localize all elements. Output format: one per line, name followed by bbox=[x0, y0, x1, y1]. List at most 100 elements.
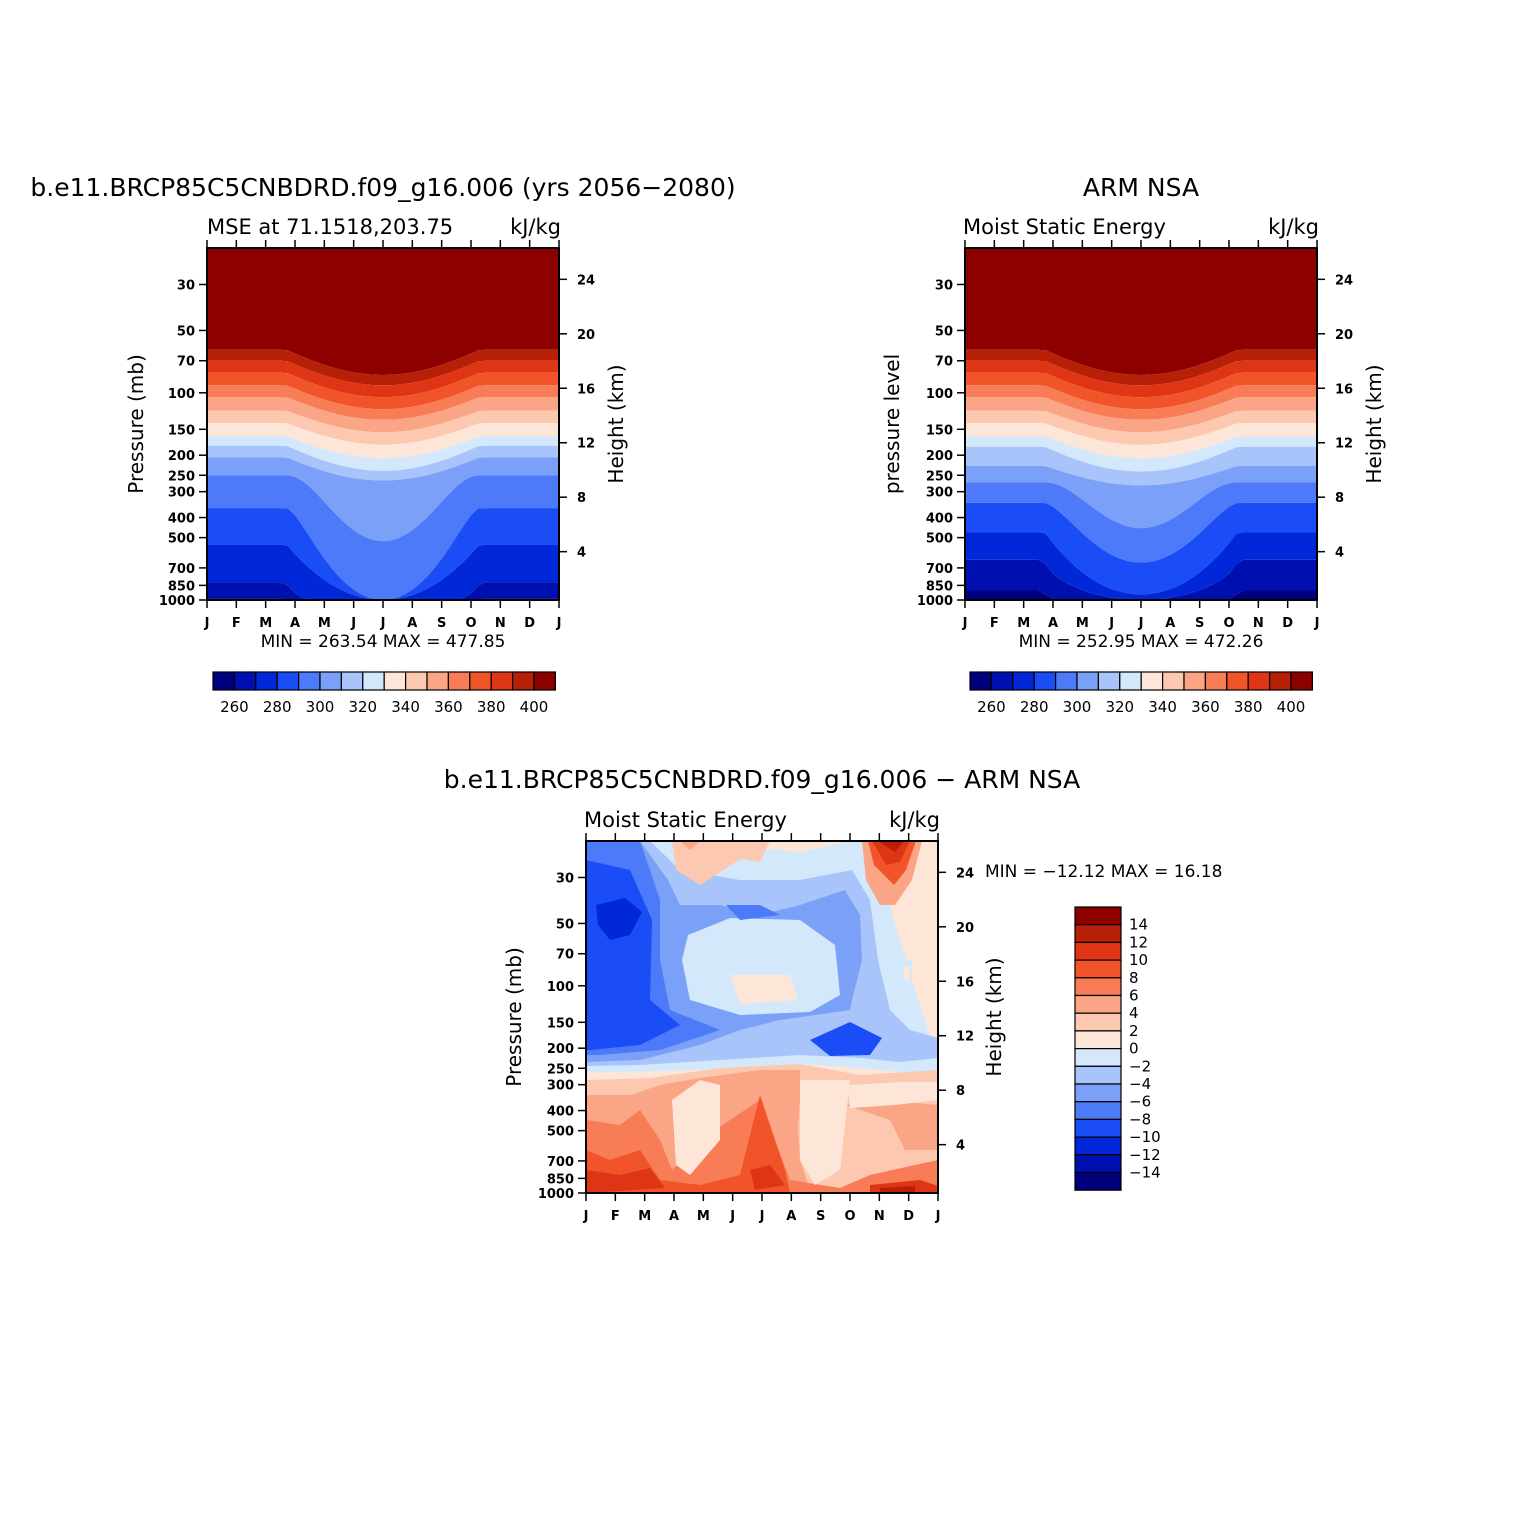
height-tick-label: 8 bbox=[1335, 491, 1344, 506]
pressure-tick-label: 700 bbox=[926, 562, 953, 577]
panel-model-ylabel: Pressure (mb) bbox=[124, 354, 148, 494]
panel-obs-ylabel: pressure level bbox=[880, 354, 904, 494]
diff-band-0-to-2-e bbox=[800, 1080, 850, 1185]
month-tick-label: A bbox=[669, 1209, 679, 1224]
pressure-tick-label: 50 bbox=[177, 324, 195, 339]
diff-band-m2-to-0-b bbox=[682, 918, 840, 1015]
panel-diff-subtitle-left: Moist Static Energy bbox=[584, 808, 787, 832]
diff-band-0-to-2-c bbox=[904, 966, 910, 980]
pressure-tick-label: 30 bbox=[177, 278, 195, 293]
colorbar-swatch bbox=[490, 671, 514, 691]
month-tick-label: J bbox=[583, 1209, 589, 1224]
colorbar-swatch bbox=[1074, 994, 1122, 1014]
month-tick-label: J bbox=[1314, 616, 1320, 631]
pressure-tick-label: 700 bbox=[168, 562, 195, 577]
panel-model-subtitle-left: MSE at 71.1518,203.75 bbox=[207, 215, 453, 239]
colorbar-swatch bbox=[1074, 1047, 1122, 1067]
month-tick-label: J bbox=[935, 1209, 941, 1224]
diff-band-10-to-12-b bbox=[750, 1165, 785, 1190]
colorbar-label: 360 bbox=[434, 698, 463, 716]
colorbar-label: 280 bbox=[1020, 698, 1049, 716]
contour-band bbox=[965, 397, 1317, 433]
diff-band-12-to-14 bbox=[880, 1186, 915, 1193]
colorbar-label: 10 bbox=[1129, 951, 1148, 969]
diff-band-0-to-2-b bbox=[730, 975, 798, 1004]
colorbar-swatch bbox=[1268, 671, 1292, 691]
diff-band-4-to-6-b bbox=[845, 1100, 938, 1150]
colorbar-swatch bbox=[1074, 1012, 1122, 1032]
pressure-tick-label: 30 bbox=[556, 871, 574, 886]
month-tick-label: F bbox=[611, 1209, 620, 1224]
height-tick-label: 20 bbox=[577, 328, 595, 343]
pressure-tick-label: 400 bbox=[926, 512, 953, 527]
colorbar-label: 380 bbox=[1234, 698, 1263, 716]
month-tick-label: S bbox=[1195, 616, 1204, 631]
colorbar-swatch bbox=[1033, 671, 1057, 691]
diff-band-10-to-12-top bbox=[872, 841, 910, 865]
colorbar-label: 260 bbox=[977, 698, 1006, 716]
month-tick-label: J bbox=[962, 616, 968, 631]
month-tick-label: J bbox=[350, 616, 356, 631]
month-tick-label: J bbox=[556, 616, 562, 631]
diff-band-m12-to-m10 bbox=[596, 898, 642, 940]
height-tick-label: 24 bbox=[577, 273, 595, 288]
month-tick-label: A bbox=[407, 616, 417, 631]
panel-diff-stats: MIN = −12.12 MAX = 16.18 bbox=[985, 862, 1222, 882]
pressure-tick-label: 500 bbox=[168, 532, 195, 547]
month-tick-label: F bbox=[990, 616, 999, 631]
contour-band bbox=[207, 423, 559, 459]
colorbar-label: 300 bbox=[1063, 698, 1092, 716]
contour-band bbox=[965, 446, 1317, 486]
height-tick-label: 12 bbox=[577, 437, 595, 452]
colorbar-swatch bbox=[1074, 1171, 1122, 1191]
colorbar-swatch bbox=[1074, 924, 1122, 944]
diff-band-2-to-4-top-b bbox=[726, 841, 770, 862]
contour-band bbox=[207, 508, 559, 600]
diff-band-12-to-14-top bbox=[878, 841, 904, 852]
colorbar-swatch bbox=[1012, 671, 1035, 691]
height-tick-label: 24 bbox=[956, 866, 974, 881]
pressure-tick-label: 400 bbox=[547, 1105, 574, 1120]
panel-obs: ARM NSA Moist Static Energy kJ/kg 30 50 70… bbox=[880, 173, 1386, 716]
colorbar-swatch bbox=[1204, 671, 1228, 691]
panel-obs-subtitle-left: Moist Static Energy bbox=[963, 215, 1166, 239]
contour-band bbox=[965, 385, 1317, 420]
colorbar-swatch bbox=[233, 671, 257, 691]
month-tick-label: S bbox=[816, 1209, 825, 1224]
colorbar-swatch bbox=[469, 671, 492, 691]
contour-band bbox=[207, 457, 559, 542]
month-tick-label: J bbox=[380, 616, 386, 631]
colorbar-label: −12 bbox=[1129, 1146, 1161, 1164]
month-tick-label: M bbox=[318, 616, 331, 631]
panel-diff-ylabel: Pressure (mb) bbox=[502, 947, 526, 1087]
pressure-tick-label: 400 bbox=[168, 512, 195, 527]
contour-band bbox=[207, 372, 559, 410]
panel-diff-contour-field bbox=[586, 841, 938, 1193]
pressure-tick-label: 300 bbox=[547, 1079, 574, 1094]
colorbar-swatch bbox=[1097, 671, 1121, 691]
height-tick-label: 8 bbox=[956, 1084, 965, 1099]
colorbar-swatch bbox=[1074, 941, 1122, 961]
colorbar-swatch bbox=[1119, 671, 1142, 691]
contour-band bbox=[965, 410, 1317, 445]
month-tick-label: M bbox=[259, 616, 272, 631]
colorbar-swatch bbox=[533, 671, 556, 691]
contour-band bbox=[207, 397, 559, 433]
contour-band bbox=[965, 423, 1317, 459]
month-tick-label: D bbox=[903, 1209, 914, 1224]
contour-band bbox=[207, 360, 559, 398]
month-tick-label: F bbox=[232, 616, 241, 631]
month-tick-label: J bbox=[1138, 616, 1144, 631]
panel-obs-stats: MIN = 252.95 MAX = 472.26 bbox=[1019, 632, 1264, 652]
colorbar-swatch bbox=[511, 671, 535, 691]
pressure-tick-label: 50 bbox=[556, 917, 574, 932]
panel-obs-ylabel-right: Height (km) bbox=[1362, 364, 1386, 483]
colorbar-swatch bbox=[383, 671, 407, 691]
month-tick-label: J bbox=[1108, 616, 1114, 631]
colorbar-swatch bbox=[319, 671, 342, 691]
pressure-tick-label: 1000 bbox=[159, 594, 195, 609]
